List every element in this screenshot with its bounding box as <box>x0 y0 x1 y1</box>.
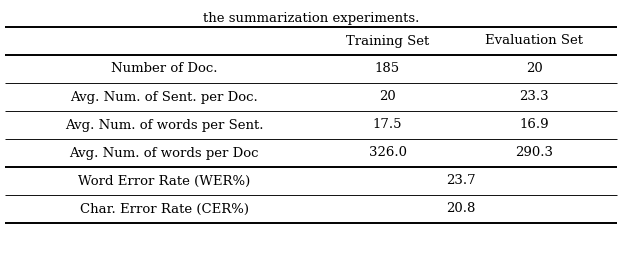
Text: Word Error Rate (WER%): Word Error Rate (WER%) <box>78 175 250 187</box>
Text: 20: 20 <box>379 91 396 103</box>
Text: 20.8: 20.8 <box>446 202 476 215</box>
Text: Training Set: Training Set <box>346 35 429 48</box>
Text: Avg. Num. of words per Doc: Avg. Num. of words per Doc <box>70 147 259 159</box>
Text: Avg. Num. of Sent. per Doc.: Avg. Num. of Sent. per Doc. <box>70 91 258 103</box>
Text: Evaluation Set: Evaluation Set <box>485 35 583 48</box>
Text: 17.5: 17.5 <box>373 119 402 131</box>
Text: 23.3: 23.3 <box>519 91 549 103</box>
Text: the summarization experiments.: the summarization experiments. <box>203 12 419 25</box>
Text: 185: 185 <box>375 63 400 76</box>
Text: 290.3: 290.3 <box>516 147 554 159</box>
Text: 20: 20 <box>526 63 543 76</box>
Text: 23.7: 23.7 <box>446 175 476 187</box>
Text: Number of Doc.: Number of Doc. <box>111 63 217 76</box>
Text: 16.9: 16.9 <box>519 119 549 131</box>
Text: 326.0: 326.0 <box>368 147 407 159</box>
Text: Avg. Num. of words per Sent.: Avg. Num. of words per Sent. <box>65 119 263 131</box>
Text: Char. Error Rate (CER%): Char. Error Rate (CER%) <box>80 202 249 215</box>
